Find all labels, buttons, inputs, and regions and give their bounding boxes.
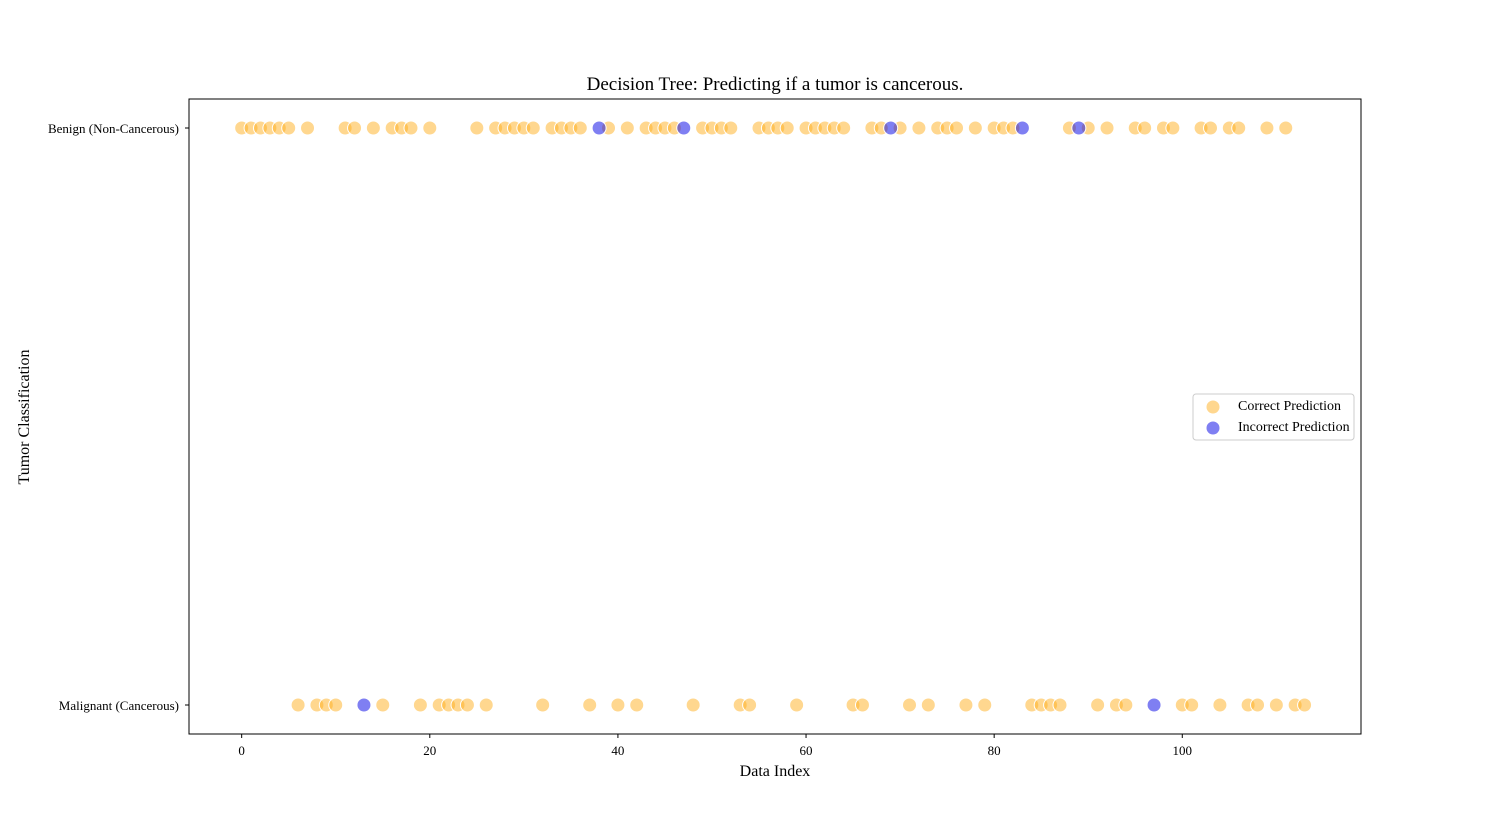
legend-marker-correct [1205, 399, 1221, 415]
correct-prediction-point [422, 120, 438, 136]
correct-prediction-point [525, 120, 541, 136]
correct-prediction-point [1118, 697, 1134, 713]
correct-prediction-point [911, 120, 927, 136]
correct-prediction-point [1137, 120, 1153, 136]
y-tick-label: Benign (Non-Cancerous) [48, 121, 179, 136]
y-tick-label: Malignant (Cancerous) [59, 698, 179, 713]
correct-prediction-point [469, 120, 485, 136]
plot-frame [188, 98, 1362, 735]
correct-prediction-point [920, 697, 936, 713]
correct-prediction-point [1259, 120, 1275, 136]
correct-prediction-point [347, 120, 363, 136]
legend-label-incorrect: Incorrect Prediction [1238, 420, 1350, 435]
correct-prediction-point [412, 697, 428, 713]
correct-prediction-point [619, 120, 635, 136]
correct-prediction-point [967, 120, 983, 136]
incorrect-prediction-point [356, 697, 372, 713]
correct-prediction-point [300, 120, 316, 136]
x-tick-label: 0 [238, 743, 245, 758]
legend-marker-incorrect [1205, 420, 1221, 436]
correct-prediction-point [854, 697, 870, 713]
correct-prediction-point [1090, 697, 1106, 713]
correct-prediction-point [1099, 120, 1115, 136]
x-tick-label: 100 [1173, 743, 1193, 758]
y-axis-label: Tumor Classification [16, 350, 33, 485]
correct-prediction-point [1250, 697, 1266, 713]
incorrect-prediction-point [883, 120, 899, 136]
correct-prediction-point [459, 697, 475, 713]
correct-prediction-point [290, 697, 306, 713]
chart-title: Decision Tree: Predicting if a tumor is … [587, 74, 964, 95]
correct-prediction-point [1278, 120, 1294, 136]
correct-prediction-point [365, 120, 381, 136]
correct-prediction-point [685, 697, 701, 713]
incorrect-prediction-point [1014, 120, 1030, 136]
legend: Correct Prediction Incorrect Prediction [1192, 393, 1355, 441]
correct-prediction-point [742, 697, 758, 713]
correct-prediction-point [375, 697, 391, 713]
correct-prediction-point [610, 697, 626, 713]
correct-prediction-point [1212, 697, 1228, 713]
x-axis-ticks: 0 20 40 60 80 100 [238, 734, 1192, 758]
data-points [234, 120, 1313, 713]
correct-prediction-point [949, 120, 965, 136]
x-axis-label: Data Index [740, 763, 811, 780]
correct-prediction-point [478, 697, 494, 713]
correct-prediction-point [281, 120, 297, 136]
correct-prediction-point [629, 697, 645, 713]
correct-prediction-point [328, 697, 344, 713]
correct-prediction-point [902, 697, 918, 713]
correct-prediction-point [403, 120, 419, 136]
correct-prediction-point [1268, 697, 1284, 713]
incorrect-prediction-point [1071, 120, 1087, 136]
correct-prediction-point [1297, 697, 1313, 713]
correct-prediction-point [789, 697, 805, 713]
correct-prediction-point [836, 120, 852, 136]
incorrect-prediction-point [1146, 697, 1162, 713]
x-tick-label: 60 [800, 743, 813, 758]
correct-prediction-point [1052, 697, 1068, 713]
correct-prediction-point [779, 120, 795, 136]
legend-frame [1192, 393, 1355, 441]
correct-prediction-point [1203, 120, 1219, 136]
correct-prediction-point [1165, 120, 1181, 136]
correct-prediction-point [723, 120, 739, 136]
correct-prediction-point [977, 697, 993, 713]
correct-prediction-point [535, 697, 551, 713]
x-tick-label: 40 [611, 743, 624, 758]
correct-prediction-point [572, 120, 588, 136]
correct-prediction-point [1184, 697, 1200, 713]
legend-label-correct: Correct Prediction [1238, 399, 1341, 414]
correct-prediction-point [582, 697, 598, 713]
incorrect-prediction-point [591, 120, 607, 136]
x-tick-label: 80 [988, 743, 1001, 758]
x-tick-label: 20 [423, 743, 436, 758]
correct-prediction-point [958, 697, 974, 713]
y-axis-ticks: Malignant (Cancerous) Benign (Non-Cancero… [48, 121, 189, 713]
incorrect-prediction-point [676, 120, 692, 136]
correct-prediction-point [1231, 120, 1247, 136]
